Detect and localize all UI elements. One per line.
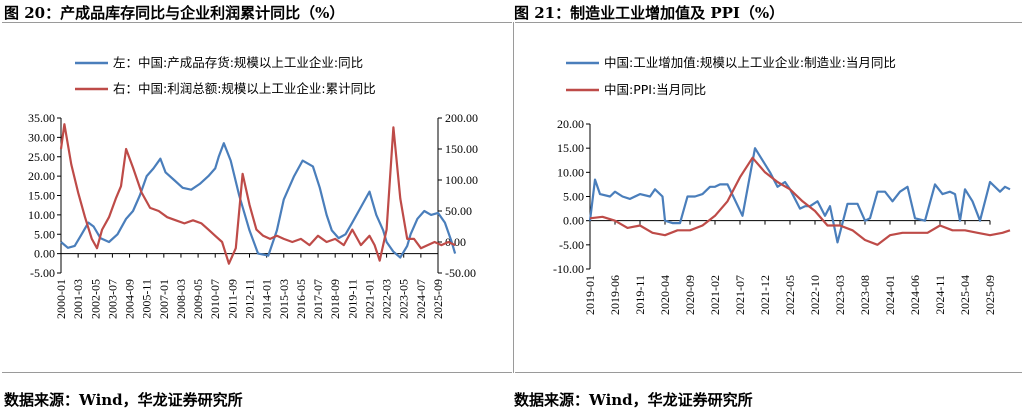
legend-inventory: 左：中国:产成品存货:规模以上工业企业:同比 <box>113 55 363 70</box>
top-divider-right <box>515 22 1022 23</box>
y-tick-label: 35.00 <box>28 111 55 125</box>
x-tick-label: 2009-05 <box>191 279 205 319</box>
x-tick-label: 2021-01 <box>362 279 376 319</box>
chart-manufacturing-ppi: 中国:工业增加值:规模以上工业企业:制造业:当月同比 中国:PPI:当月同比 2… <box>553 55 1011 315</box>
y-tick-label: 5.00 <box>34 227 55 241</box>
x-tick-label: 2019-01 <box>583 275 597 315</box>
x-tick-label: 2023-08 <box>858 275 872 315</box>
x-tick-label: 2023-05 <box>397 279 411 319</box>
series-line-blue <box>60 142 457 259</box>
y-tick-label: 20.00 <box>28 169 55 183</box>
x-tick-label: 2024-01 <box>883 275 897 315</box>
x-tick-label: 2000-01 <box>54 279 68 319</box>
x-tick-label: 2001-03 <box>71 279 85 319</box>
right-y-tick-label: 50.00 <box>445 204 472 218</box>
x-tick-label: 2004-09 <box>123 279 137 319</box>
legend: 左：中国:产成品存货:规模以上工业企业:同比 右：中国:利润总额:规模以上工业企… <box>75 55 376 96</box>
x-tick-label: 2023-03 <box>833 275 847 315</box>
y-tick-label: 5.00 <box>563 190 584 204</box>
source-note-left: 数据来源：Wind，华龙证券研究所 <box>4 391 243 409</box>
x-tick-label: 2016-05 <box>294 279 308 319</box>
y-tick-label: 0.00 <box>34 247 55 261</box>
y-tick-label: 25.00 <box>28 150 55 164</box>
x-tick-label: 2012-11 <box>243 279 257 319</box>
x-axis: 2000-01 2001-03 2002-05 2003-07 2004-09 2005-… <box>54 253 445 319</box>
x-tick-label: 2017-07 <box>311 279 325 319</box>
legend-profit: 右：中国:利润总额:规模以上工业企业:累计同比 <box>113 81 376 96</box>
x-tick-label: 2008-03 <box>174 279 188 319</box>
y-tick-label: 30.00 <box>28 130 55 144</box>
bottom-divider-left <box>2 372 512 373</box>
right-y-tick-label: -50.00 <box>445 266 476 280</box>
x-tick-label: 2022-10 <box>808 275 822 315</box>
y-tick-label: -10.00 <box>553 262 584 276</box>
y-tick-label: 10.00 <box>557 165 584 179</box>
source-note-right: 数据来源：Wind，华龙证券研究所 <box>514 391 753 409</box>
y-tick-label: 15.00 <box>28 189 55 203</box>
top-divider-left <box>2 22 512 23</box>
x-tick-label: 2005-11 <box>140 279 154 319</box>
x-tick-label: 2020-09 <box>683 275 697 315</box>
x-tick-label: 2025-04 <box>958 275 972 315</box>
series-line-red <box>589 156 1011 246</box>
y-axis: 20.00 15.00 10.00 5.00 0.00 -5.00 -10.00 <box>553 117 591 276</box>
legend-ppi: 中国:PPI:当月同比 <box>604 82 706 97</box>
x-tick-label: 2021-07 <box>733 275 747 315</box>
x-tick-label: 2002-05 <box>88 279 102 319</box>
y-tick-label: 20.00 <box>557 117 584 131</box>
x-tick-label: 2024-06 <box>908 275 922 315</box>
series-lines <box>59 123 457 265</box>
x-tick-label: 2007-01 <box>157 279 171 319</box>
x-tick-label: 2010-07 <box>208 279 222 319</box>
legend-industrial-value-added: 中国:工业增加值:规模以上工业企业:制造业:当月同比 <box>604 55 896 70</box>
legend: 中国:工业增加值:规模以上工业企业:制造业:当月同比 中国:PPI:当月同比 <box>566 55 896 97</box>
x-tick-label: 2024-07 <box>414 279 428 319</box>
x-tick-label: 2014-01 <box>260 279 274 319</box>
y-tick-label: -5.00 <box>30 266 55 280</box>
x-tick-label: 2025-09 <box>983 275 997 315</box>
y-tick-label: 0.00 <box>563 214 584 228</box>
x-tick-label: 2003-07 <box>105 279 119 319</box>
x-tick-label: 2020-04 <box>658 275 672 315</box>
right-y-tick-label: 100.00 <box>445 173 478 187</box>
y-tick-label: 15.00 <box>557 141 584 155</box>
right-y-tick-label: 150.00 <box>445 142 478 156</box>
series-lines <box>588 147 1011 246</box>
right-y-tick-label: 200.00 <box>445 111 478 125</box>
x-tick-label: 2015-03 <box>277 279 291 319</box>
x-tick-label: 2019-06 <box>608 275 622 315</box>
y-tick-label: 10.00 <box>28 208 55 222</box>
left-y-axis: 35.00 30.00 25.00 20.00 15.00 10.00 5.00 0.00 -5… <box>28 111 62 280</box>
x-axis: 2019-01 2019-06 2019-11 2020-04 2020-09 2021-… <box>583 220 997 315</box>
panel-separator <box>513 22 514 373</box>
y-tick-label: -5.00 <box>559 238 584 252</box>
figure-20-title: 图 20：产成品库存同比与企业利润累计同比（%） <box>4 4 345 22</box>
x-tick-label: 2021-02 <box>708 275 722 315</box>
series-line-blue <box>588 147 1011 244</box>
figure-21-title: 图 21：制造业工业增加值及 PPI（%） <box>514 4 785 22</box>
chart-inventory-profit: 左：中国:产成品存货:规模以上工业企业:同比 右：中国:利润总额:规模以上工业企… <box>28 55 478 319</box>
x-tick-label: 2018-09 <box>328 279 342 319</box>
x-tick-label: 2022-05 <box>783 275 797 315</box>
bottom-divider-right <box>515 372 1022 373</box>
x-tick-label: 2019-11 <box>345 279 359 319</box>
x-tick-label: 2019-11 <box>633 275 647 315</box>
x-tick-label: 2025-09 <box>431 279 445 319</box>
x-tick-label: 2021-12 <box>758 275 772 315</box>
x-tick-label: 2022-03 <box>380 279 394 319</box>
series-line-red <box>59 123 456 265</box>
x-tick-label: 2011-09 <box>225 279 239 319</box>
x-tick-label: 2024-11 <box>933 275 947 315</box>
